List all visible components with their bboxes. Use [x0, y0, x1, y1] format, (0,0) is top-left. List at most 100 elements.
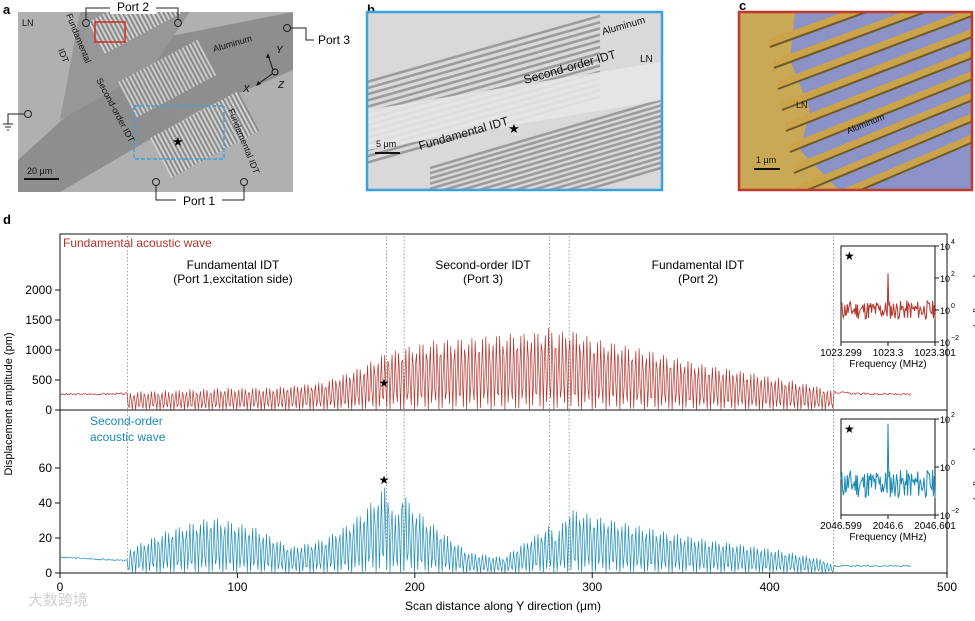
y-tick-label-top: 1500: [25, 313, 52, 327]
finger-c: [768, 12, 868, 47]
region-label-1: Fundamental IDT: [187, 258, 280, 272]
inset-ylabel: Amplitude (pm): [972, 260, 975, 328]
idt-finger-b-lower: [492, 140, 662, 190]
star-marker-a: ★: [172, 134, 184, 149]
inset-xtick-label: 1023.299: [820, 348, 862, 359]
finger-c-shadow: [769, 12, 870, 48]
finger-c: [792, 91, 972, 173]
inset-ytick-exp: 2: [951, 271, 955, 278]
idt-finger-b-upper: [367, 33, 601, 102]
y-tick-label-bottom: 40: [39, 496, 53, 510]
idt-finger-b-lower: [429, 119, 662, 190]
zoom-box-c: [94, 21, 126, 43]
idt-finger-b-lower: [563, 161, 662, 190]
label-ln-a: LN: [22, 18, 34, 28]
series-title-top: Fundamental acoustic wave: [63, 236, 212, 250]
finger-c: [841, 134, 972, 190]
idt-finger-b-lower: [429, 98, 662, 170]
inset-ytick-exp: −2: [951, 508, 959, 515]
inset-ytick-exp: 2: [951, 412, 955, 419]
region-label-3: Fundamental IDT: [652, 258, 745, 272]
idt-finger-b-upper: [367, 27, 601, 96]
finger-c-shadow: [804, 120, 972, 190]
sem-image-c: LN Aluminum 1 μm: [739, 12, 972, 190]
x-tick-label: 300: [582, 580, 602, 594]
idt-finger-b-lower: [527, 150, 662, 190]
second-order-trace: [59, 487, 911, 574]
region-sub-3: (Port 2): [678, 272, 718, 286]
region-sub-1: (Port 1,excitation side): [173, 272, 292, 286]
region-sub-2: (Port 3): [463, 272, 503, 286]
scalebar-label-b: 5 μm: [376, 139, 396, 149]
x-tick-label: 200: [405, 580, 425, 594]
scalebar-a: [24, 178, 59, 180]
finger-c-shadow: [793, 99, 972, 174]
plot-frame-d: [59, 233, 948, 574]
y-tick-label-bottom: 20: [39, 531, 53, 545]
inset-ytick-base: 10: [940, 463, 950, 473]
series-title-bottom-line2: acoustic wave: [90, 430, 166, 444]
watermark: 大数跨境: [28, 591, 88, 609]
finger-c: [784, 49, 972, 131]
y-tick-label-top: 1000: [25, 343, 52, 357]
x-tick-label: 500: [937, 580, 957, 594]
finger-c: [796, 113, 972, 190]
x-axis-title: Scan distance along Y direction (μm): [405, 599, 601, 613]
svg-text:X: X: [242, 84, 250, 95]
idt-finger-b-lower: [580, 166, 662, 190]
panel-c-frame: [737, 10, 974, 192]
series-title-bottom-line1: Second-order: [90, 414, 163, 428]
idt-finger-b-lower: [474, 135, 662, 190]
panel-label-d: d: [3, 212, 11, 227]
panel-label-b: b: [367, 2, 375, 17]
inset-xtick-label: 2046.6: [873, 521, 904, 532]
scalebar-b: [375, 152, 400, 154]
y-tick-label-top: 500: [32, 373, 52, 387]
port-1-label: Port 1: [183, 194, 215, 208]
finger-c: [788, 70, 972, 152]
finger-c: [776, 12, 972, 89]
idt-finger-b-lower: [429, 114, 662, 185]
idt-finger-b-upper: [367, 45, 601, 115]
inset-xtick-label: 1023.301: [914, 348, 956, 359]
inset-ytick-base: 10: [940, 242, 950, 252]
inset-spectrum-line: [840, 273, 936, 321]
inset-ytick-base: 10: [940, 338, 950, 348]
idt-finger-b-lower: [545, 155, 662, 190]
panel-b-frame: [365, 10, 664, 192]
inset-ytick-base: 10: [940, 415, 950, 425]
idt-finger-b-lower: [439, 124, 662, 190]
finger-c-shadow: [773, 12, 929, 69]
port-2-label: Port 2: [117, 0, 149, 14]
idt-finger-b-lower: [456, 129, 662, 190]
y-tick-label-bottom: 0: [45, 566, 52, 580]
svg-text:Y: Y: [276, 45, 284, 56]
finger-c-shadow: [781, 35, 972, 111]
inset-ytick-exp: 0: [951, 460, 955, 467]
inset-xtick-label: 2046.599: [820, 521, 862, 532]
inset-xtick-label: 2046.601: [914, 521, 956, 532]
y-tick-label-top: 0: [45, 403, 52, 417]
trace-line: [59, 487, 911, 574]
idt-finger-b-lower: [429, 103, 662, 175]
y-axis-title: Displacement amplitude (pm): [3, 332, 15, 475]
panel-label-c: c: [739, 0, 746, 13]
inset-ylabel: Amplitude (pm): [972, 433, 975, 501]
idt-finger-b-upper: [367, 20, 601, 90]
trace-line: [59, 327, 911, 411]
star-marker-bottom: ★: [379, 473, 390, 487]
scalebar-label-c: 1 μm: [756, 155, 776, 165]
finger-c-shadow: [858, 141, 972, 190]
inset-ytick-exp: 4: [951, 239, 955, 246]
idt-finger-b-upper: [367, 39, 601, 109]
sem-image-a: ★ LN Fundamental IDT Second-order IDT Al…: [18, 12, 293, 192]
zoom-box-b: [133, 105, 225, 160]
y-tick-label-top: 2000: [25, 283, 52, 297]
finger-c-shadow: [789, 78, 972, 153]
inset-spectrum-line: [840, 423, 936, 499]
finger-c-shadow: [777, 14, 972, 90]
